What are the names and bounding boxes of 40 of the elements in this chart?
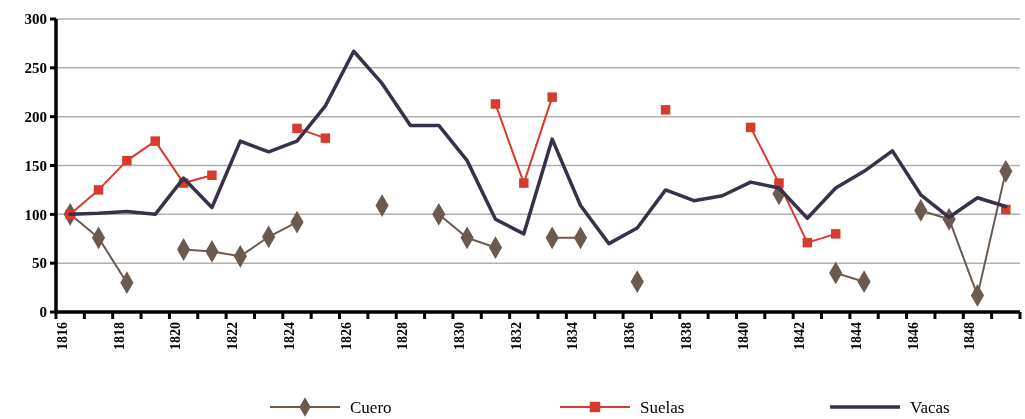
x-tick-label: 1834 [565,322,581,350]
y-tick-label: 300 [24,11,47,28]
point [150,136,160,146]
point [122,155,132,166]
y-tick-label: 200 [24,108,47,125]
y-tick-label: 50 [32,255,47,272]
x-tick-label: 1828 [395,322,411,350]
point [320,133,331,143]
point [207,170,217,181]
y-tick-label: 100 [24,206,47,223]
point [830,229,841,239]
y-tick-label: 250 [24,60,47,77]
point [802,237,813,248]
y-tick-label: 150 [24,157,47,174]
x-tick-label: 1844 [848,322,864,350]
point [292,123,302,134]
x-tick-label: 1836 [622,322,638,350]
legend-label: Vacas [910,397,950,417]
point [93,185,104,195]
x-tick-label: 1832 [508,322,524,350]
legend-label: Cuero [350,397,392,417]
point [547,92,557,102]
x-tick-label: 1838 [678,322,694,350]
x-tick-label: 1846 [905,322,921,350]
x-tick-label: 1824 [281,322,297,350]
x-tick-label: 1830 [452,322,468,350]
point [745,122,756,133]
point [490,99,501,109]
x-tick-label: 1822 [225,322,241,350]
y-tick-label: 0 [39,304,47,321]
x-tick-label: 1818 [111,322,127,350]
point [660,105,671,115]
x-tick-label: 1842 [792,322,808,350]
x-tick-label: 1848 [962,322,978,350]
x-tick-label: 1826 [338,322,354,350]
legend-label: Suelas [640,397,685,417]
x-tick-label: 1820 [168,322,184,350]
x-tick-label: 1840 [735,322,751,350]
x-tick-label: 1816 [55,322,71,350]
point [519,178,529,188]
